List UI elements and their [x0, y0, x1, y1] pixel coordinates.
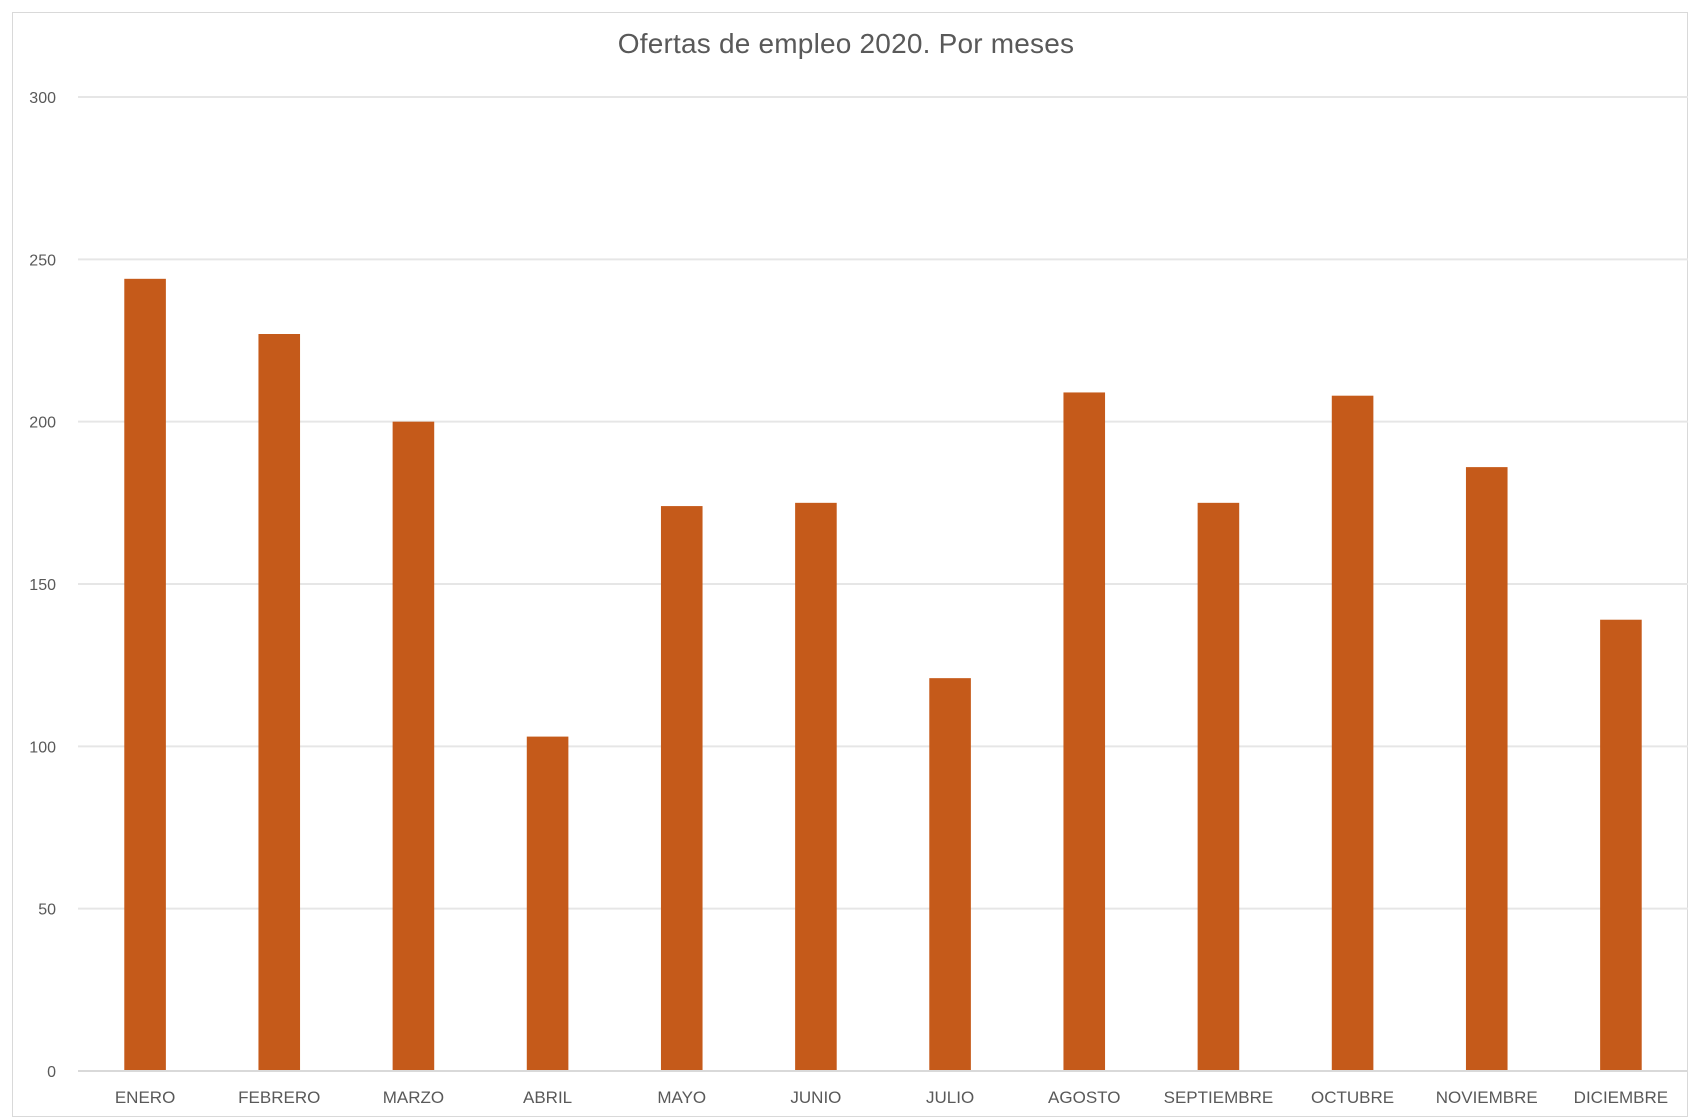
x-category-label: OCTUBRE [1311, 1088, 1394, 1107]
bar-mayo [660, 506, 703, 1072]
bar-febrero [258, 334, 301, 1071]
bar-abril [526, 736, 569, 1071]
bar-marzo [392, 421, 435, 1072]
chart-title: Ofertas de empleo 2020. Por meses [617, 28, 1075, 59]
x-category-label: DICIEMBRE [1574, 1088, 1668, 1107]
x-category-label: JUNIO [790, 1088, 841, 1107]
x-category-label: SEPTIEMBRE [1164, 1088, 1274, 1107]
y-tick-label: 100 [29, 739, 56, 756]
bar-diciembre [1600, 619, 1642, 1071]
x-category-label: ABRIL [523, 1088, 572, 1107]
bar-agosto [1063, 392, 1106, 1071]
y-tick-label: 150 [29, 577, 56, 594]
x-category-label: NOVIEMBRE [1436, 1088, 1538, 1107]
y-tick-label: 50 [38, 902, 56, 919]
bar-noviembre [1465, 467, 1508, 1071]
x-category-label: ENERO [115, 1088, 175, 1107]
bar-septiembre [1197, 502, 1240, 1071]
x-category-label: AGOSTO [1048, 1088, 1120, 1107]
bars [124, 278, 1642, 1072]
bar-junio [795, 502, 837, 1071]
bar-julio [929, 678, 971, 1071]
x-category-label: FEBRERO [238, 1088, 320, 1107]
bar-enero [124, 278, 166, 1071]
x-category-label: MAYO [657, 1088, 706, 1107]
y-tick-label: 250 [29, 252, 56, 269]
x-category-label: JULIO [926, 1088, 974, 1107]
gridlines [78, 96, 1688, 910]
x-axis-category-labels: ENERO FEBRERO MARZO ABRIL MAYO JUNIO JULIO AGOS… [115, 1088, 1668, 1107]
y-tick-label: 0 [47, 1064, 56, 1081]
bar-octubre [1331, 395, 1374, 1071]
y-tick-label: 200 [29, 415, 56, 432]
y-tick-label: 300 [29, 90, 56, 107]
y-axis-tick-labels: 0 50 100 150 200 250 300 [29, 90, 56, 1081]
x-category-label: MARZO [383, 1088, 444, 1107]
